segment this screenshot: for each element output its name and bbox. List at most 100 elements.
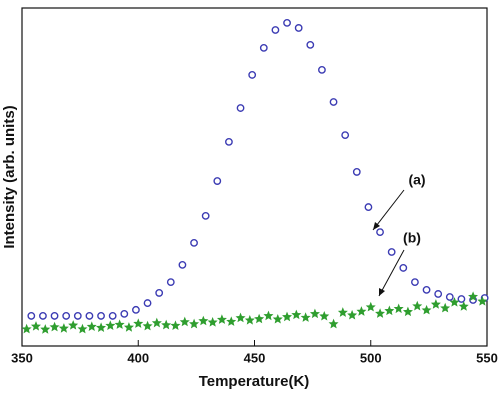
star-point [430, 299, 441, 309]
star-point [263, 310, 274, 321]
star-point [468, 291, 479, 301]
circle-point [166, 278, 175, 287]
star-point [96, 322, 107, 333]
x-tick-label: 450 [244, 350, 266, 365]
x-tick-label: 550 [476, 350, 498, 365]
star-point [86, 321, 97, 332]
arrow-head [379, 288, 385, 296]
circle-point [306, 40, 315, 49]
circle-point [120, 309, 129, 318]
circle-point [85, 312, 94, 320]
circle-point [364, 203, 373, 211]
star-point [272, 313, 283, 324]
x-tick-label: 500 [360, 350, 382, 365]
circle-point [178, 260, 187, 269]
star-point [440, 302, 451, 313]
star-point [356, 306, 367, 316]
star-point [365, 301, 376, 312]
star-point [226, 316, 237, 326]
star-point [449, 297, 460, 307]
star-point [68, 320, 79, 330]
star-point [309, 308, 320, 319]
star-point [40, 324, 51, 334]
circle-point [39, 312, 47, 320]
star-point [393, 303, 404, 314]
arrow-head [373, 222, 380, 230]
circle-point [155, 289, 164, 297]
circle-point [248, 71, 257, 79]
circle-point [213, 177, 222, 185]
x-tick-label: 350 [11, 350, 33, 365]
star-point [328, 318, 339, 329]
circle-point [294, 24, 303, 32]
star-point [207, 316, 218, 327]
circle-point [457, 295, 466, 303]
star-point [105, 320, 116, 331]
annotation: (a) [408, 172, 425, 188]
circle-point [259, 43, 268, 52]
circle-point [387, 248, 396, 256]
circle-point [422, 285, 431, 294]
star-point [142, 320, 153, 331]
star-point [347, 309, 358, 320]
star-point [30, 321, 41, 331]
star-point [300, 312, 311, 322]
star-point [254, 313, 265, 324]
star-point [133, 318, 144, 328]
circle-point [341, 131, 350, 139]
star-point [384, 305, 395, 316]
circle-point [108, 312, 117, 320]
annotation: (b) [403, 230, 421, 246]
circle-point [236, 104, 245, 112]
star-point [161, 319, 172, 330]
star-point [216, 314, 227, 324]
annotation-arrow [378, 249, 405, 297]
star-point [291, 309, 302, 320]
circle-point [97, 312, 105, 320]
star-point [458, 301, 469, 311]
circle-point [225, 137, 233, 146]
star-point [375, 308, 386, 318]
circle-point [271, 26, 280, 34]
star-point [21, 323, 32, 334]
circle-point [445, 293, 454, 301]
star-point [49, 321, 60, 332]
star-point [282, 311, 293, 322]
circle-point [434, 290, 443, 298]
circle-point [376, 228, 384, 236]
star-point [477, 296, 488, 306]
circle-point [62, 312, 71, 320]
star-point [198, 315, 209, 326]
star-point [58, 323, 69, 333]
star-point [402, 306, 413, 317]
star-point [77, 323, 88, 334]
circle-point [201, 211, 210, 220]
circle-point [283, 18, 291, 27]
star-point [189, 318, 200, 329]
star-point [337, 307, 348, 317]
circle-point [399, 264, 408, 272]
circle-point [132, 305, 140, 314]
x-axis-title: Temperature(K) [199, 373, 310, 390]
star-point [179, 316, 190, 327]
circle-point [411, 278, 419, 287]
star-point [123, 322, 134, 332]
circle-point [50, 312, 59, 320]
star-point [114, 319, 125, 329]
circle-point [73, 312, 82, 320]
star-point [244, 314, 255, 325]
star-point [319, 311, 330, 321]
circle-point [190, 239, 198, 247]
x-tick-label: 400 [127, 350, 149, 365]
y-axis-title: Intensity (arb. units) [1, 105, 18, 248]
annotation-arrow [372, 189, 405, 231]
circle-point [352, 168, 361, 176]
star-point [412, 300, 423, 311]
circle-point [143, 299, 152, 307]
star-point [151, 317, 162, 328]
circle-point [329, 98, 338, 106]
star-point [235, 312, 246, 323]
circle-point [318, 65, 326, 74]
star-point [421, 304, 432, 315]
